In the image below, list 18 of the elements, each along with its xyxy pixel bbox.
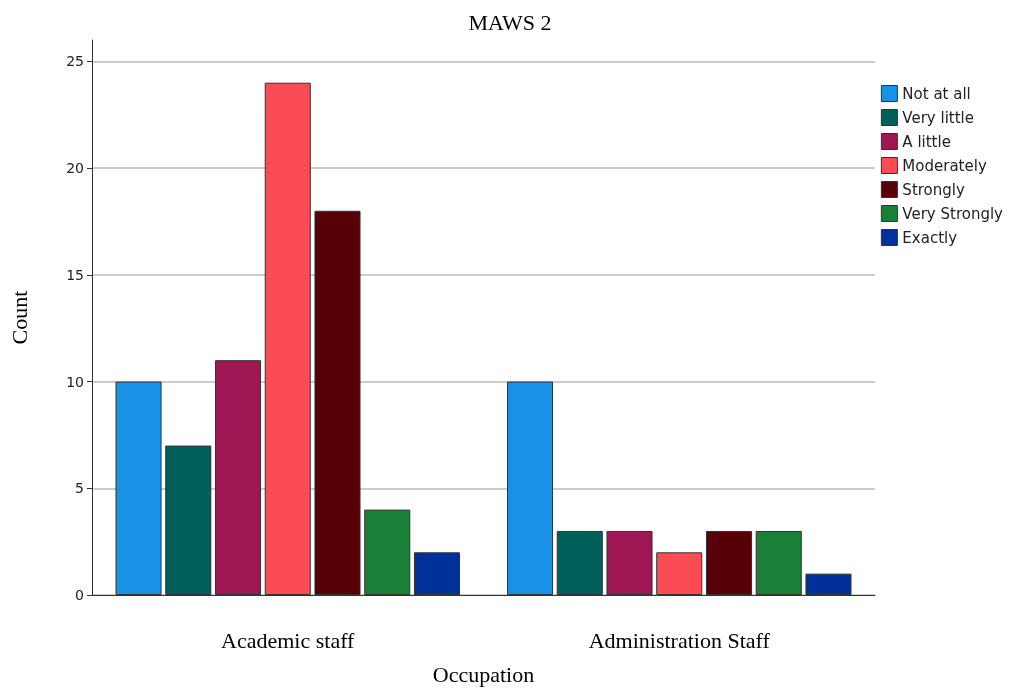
x-axis-title: Occupation (432, 661, 535, 687)
legend-label: A little (902, 132, 951, 151)
y-tick-label: 20 (66, 160, 84, 177)
x-tick-label: Academic staff (221, 627, 356, 653)
y-tick-label: 0 (75, 587, 84, 603)
legend-label: Not at all (902, 84, 971, 103)
legend-label: Exactly (902, 228, 958, 247)
y-tick-label: 25 (66, 53, 84, 70)
y-tick-label: 5 (75, 480, 84, 497)
legend-label: Very Strongly (902, 204, 1004, 223)
legend-label: Very little (902, 108, 975, 127)
chart-title: MAWS 2 (468, 9, 552, 35)
legend-label: Strongly (902, 180, 965, 199)
x-tick-label: Administration Staff (588, 627, 771, 653)
y-tick-label: 10 (66, 373, 84, 390)
y-tick-label: 15 (66, 266, 84, 283)
legend-label: Moderately (902, 156, 987, 175)
y-axis-title: Count (6, 290, 32, 345)
